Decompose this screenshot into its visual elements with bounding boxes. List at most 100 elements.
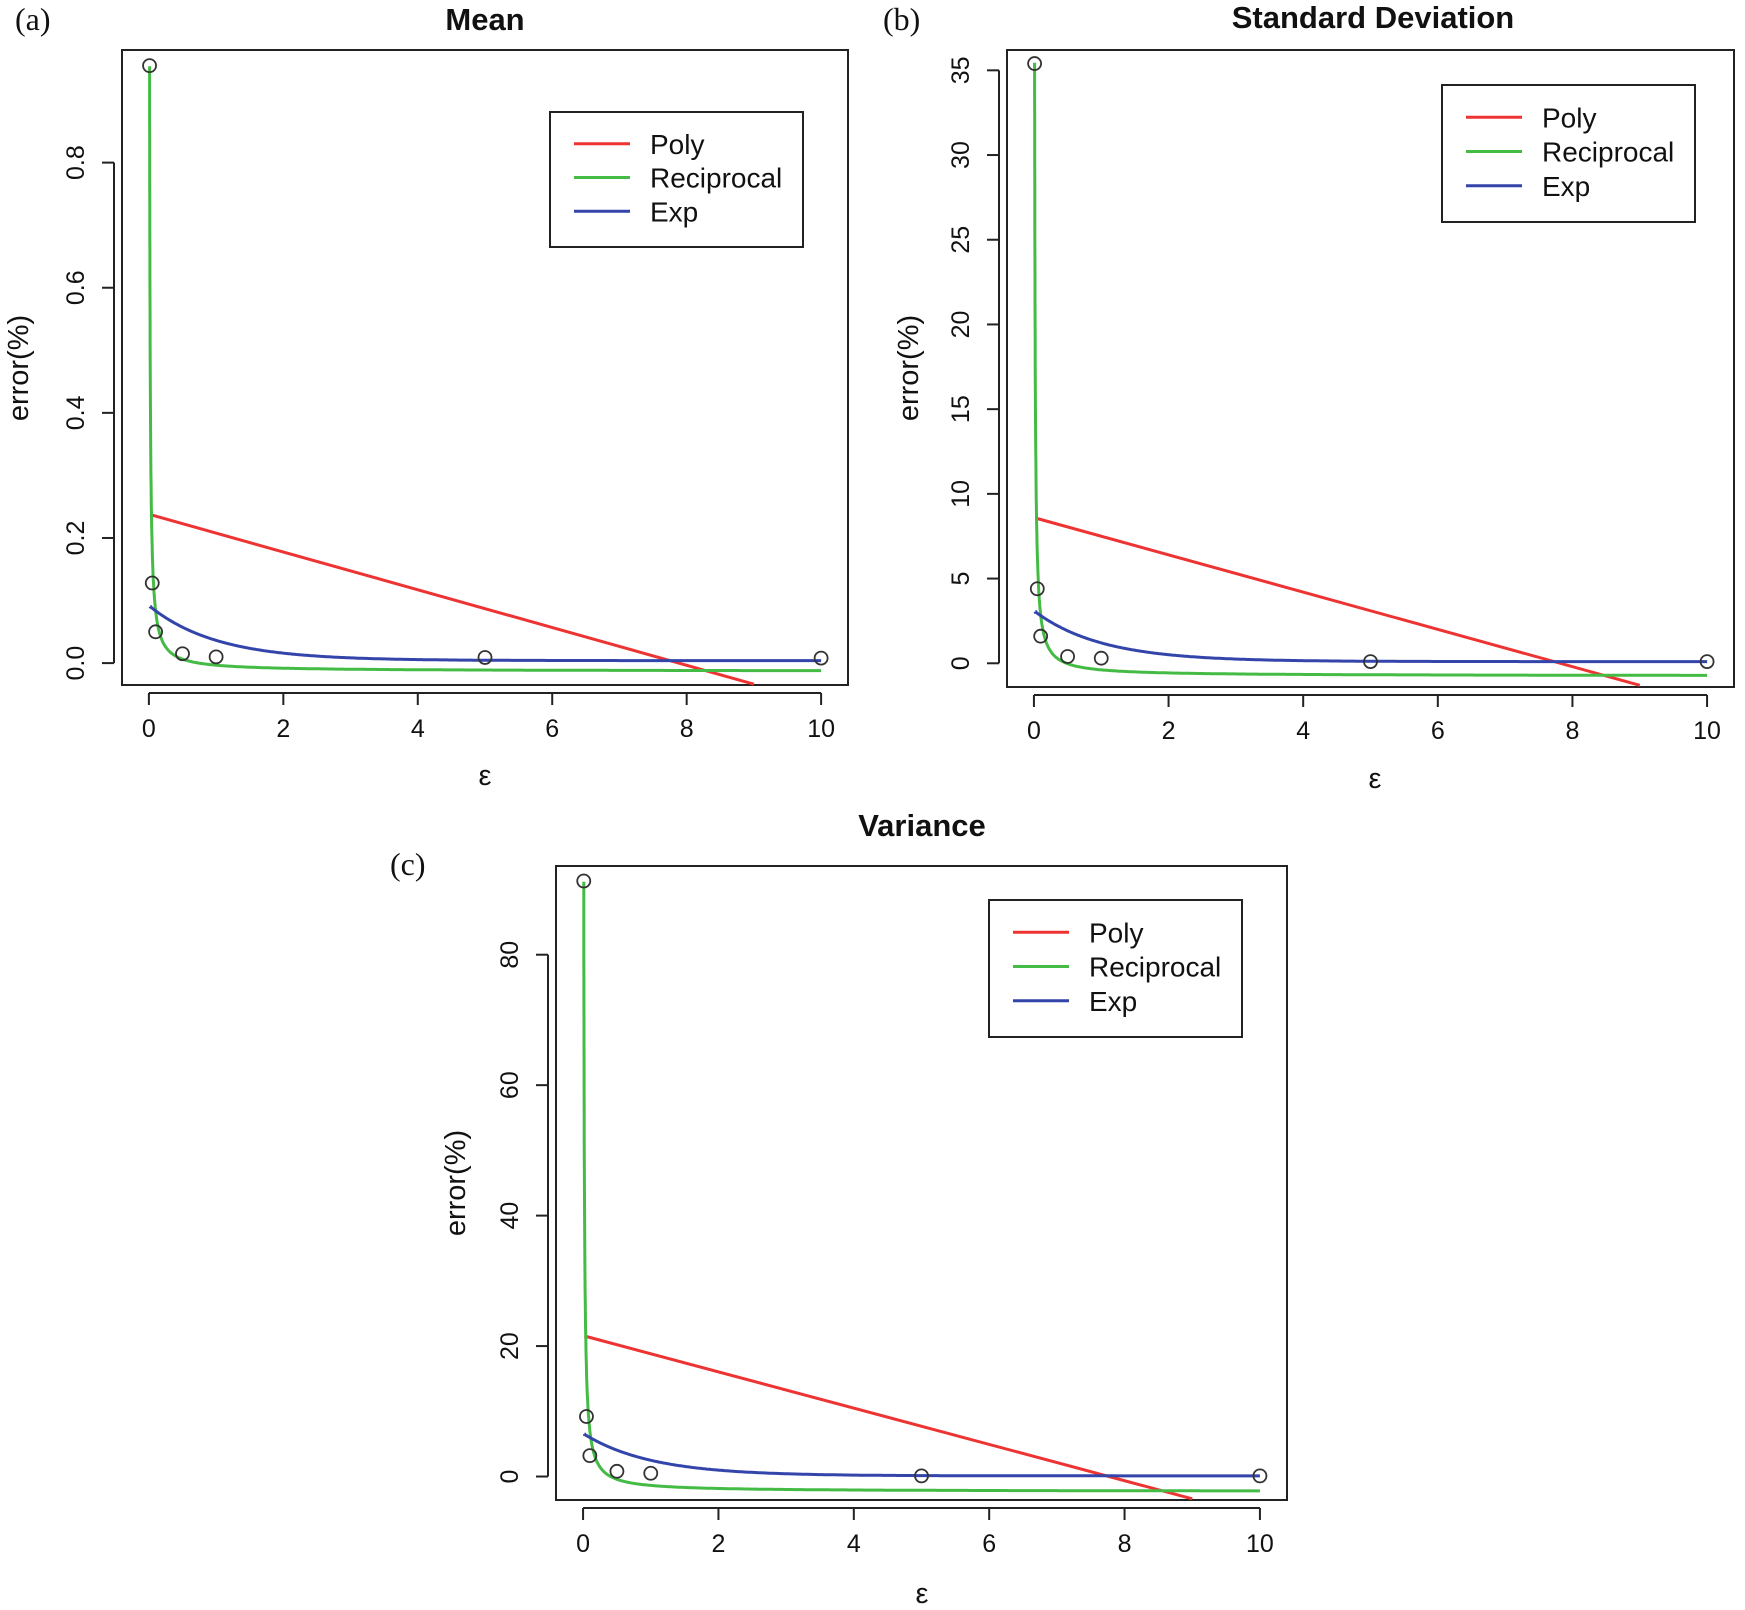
x-tick-label: 10 — [1693, 717, 1721, 745]
data-point — [144, 575, 160, 591]
y-tick-label: 0.2 — [62, 521, 90, 556]
panel-label: (a) — [15, 1, 51, 37]
data-point — [914, 1468, 929, 1484]
x-tick-label: 2 — [276, 715, 290, 743]
y-tick-label: 40 — [496, 1202, 524, 1230]
panel-label: (b) — [883, 1, 920, 37]
panel-label: (c) — [390, 846, 426, 882]
y-tick-label: 0.6 — [62, 270, 90, 305]
series-line-poly — [1034, 516, 1641, 687]
x-axis: 0 2 4 6 8 10 — [1027, 694, 1721, 745]
plot-frame — [555, 865, 1288, 1501]
data-point — [148, 624, 164, 640]
plot-frame — [1006, 49, 1735, 688]
legend-label-poly: Poly — [1542, 102, 1596, 133]
panel-standard-deviation: (b) Standard Deviation ε error(%) 0 2 4 6 8 1… — [883, 0, 1735, 795]
y-tick-label: 20 — [947, 311, 975, 339]
data-point — [1363, 654, 1378, 669]
panel-variance: (c) Variance ε error(%) 0 2 4 6 8 10 0 20 40 60 8… — [390, 808, 1288, 1610]
data-point — [579, 1409, 594, 1424]
data-point — [582, 1448, 598, 1464]
plot-area — [142, 58, 829, 686]
panel-mean: (a) Mean ε error(%) 0 2 4 6 8 10 0.0 0.2 0.4 0.6… — [3, 1, 849, 792]
legend-box — [988, 899, 1243, 1038]
x-axis-label: ε — [916, 1578, 929, 1610]
data-point — [576, 873, 592, 889]
data-point — [813, 650, 829, 666]
y-axis: 0 20 40 60 80 — [496, 941, 549, 1484]
chart-title: Variance — [858, 808, 986, 843]
y-tick-label: 35 — [947, 56, 975, 84]
x-axis-label: ε — [1369, 763, 1382, 795]
legend-label-reciprocal: Reciprocal — [1542, 137, 1674, 168]
chart-title: Mean — [445, 2, 524, 37]
x-tick-label: 0 — [576, 1530, 590, 1558]
y-axis-label: error(%) — [440, 1130, 472, 1236]
x-tick-label: 10 — [1246, 1530, 1274, 1558]
x-tick-label: 0 — [142, 715, 156, 743]
y-tick-label: 5 — [947, 572, 975, 586]
x-tick-label: 6 — [982, 1530, 996, 1558]
x-tick-label: 8 — [1118, 1530, 1132, 1558]
series-line-exp — [583, 1432, 1260, 1478]
data-point — [609, 1463, 625, 1479]
plot-area — [1027, 56, 1715, 687]
y-tick-label: 0.8 — [62, 145, 90, 180]
data-point — [1252, 1468, 1268, 1484]
y-tick-label: 25 — [947, 226, 975, 254]
y-tick-label: 0 — [496, 1470, 524, 1484]
x-tick-label: 6 — [1431, 717, 1445, 745]
data-point — [643, 1465, 659, 1481]
legend-label-poly: Poly — [1089, 917, 1143, 948]
data-point — [208, 649, 224, 665]
legend-label-poly: Poly — [650, 129, 704, 160]
series-line-exp — [148, 605, 822, 663]
x-tick-label: 8 — [1565, 717, 1579, 745]
data-point — [1029, 581, 1045, 597]
legend-label-reciprocal: Reciprocal — [650, 163, 782, 194]
data-point — [1060, 649, 1075, 664]
y-tick-label: 0 — [947, 656, 975, 670]
y-tick-label: 20 — [496, 1332, 524, 1360]
x-tick-label: 6 — [545, 715, 559, 743]
x-tick-label: 10 — [807, 715, 835, 743]
legend-label-reciprocal: Reciprocal — [1089, 952, 1221, 983]
y-axis-label: error(%) — [3, 315, 35, 421]
data-point — [1027, 56, 1042, 71]
x-tick-label: 0 — [1027, 717, 1041, 745]
x-axis-label: ε — [479, 760, 492, 792]
x-axis: 0 2 4 6 8 10 — [142, 692, 835, 743]
x-tick-label: 4 — [1296, 717, 1310, 745]
y-tick-label: 15 — [947, 395, 975, 423]
y-tick-label: 10 — [947, 480, 975, 508]
legend-box — [1441, 84, 1696, 223]
plot-area — [576, 873, 1268, 1501]
y-axis: 0 5 10 15 20 25 30 35 — [947, 56, 1000, 670]
series-line-reciprocal — [582, 881, 1260, 1493]
legend-box — [549, 111, 804, 248]
series-line-reciprocal — [1033, 62, 1708, 677]
x-axis: 0 2 4 6 8 10 — [576, 1507, 1274, 1558]
data-point — [1699, 654, 1715, 669]
series-line-reciprocal — [148, 66, 822, 673]
x-tick-label: 8 — [680, 715, 694, 743]
x-tick-label: 4 — [411, 715, 425, 743]
y-tick-label: 0.4 — [62, 395, 90, 430]
data-point — [1033, 628, 1049, 644]
data-point — [175, 646, 190, 662]
legend-label-exp: Exp — [1542, 171, 1590, 202]
x-tick-label: 4 — [847, 1530, 861, 1558]
y-tick-label: 80 — [496, 941, 524, 969]
series-line-exp — [1033, 610, 1708, 664]
data-point — [1093, 650, 1109, 666]
y-tick-label: 30 — [947, 141, 975, 169]
plot-frame — [121, 49, 849, 686]
data-point — [477, 650, 493, 665]
series-line-poly — [149, 513, 755, 686]
x-tick-label: 2 — [711, 1530, 725, 1558]
x-tick-label: 2 — [1162, 717, 1176, 745]
